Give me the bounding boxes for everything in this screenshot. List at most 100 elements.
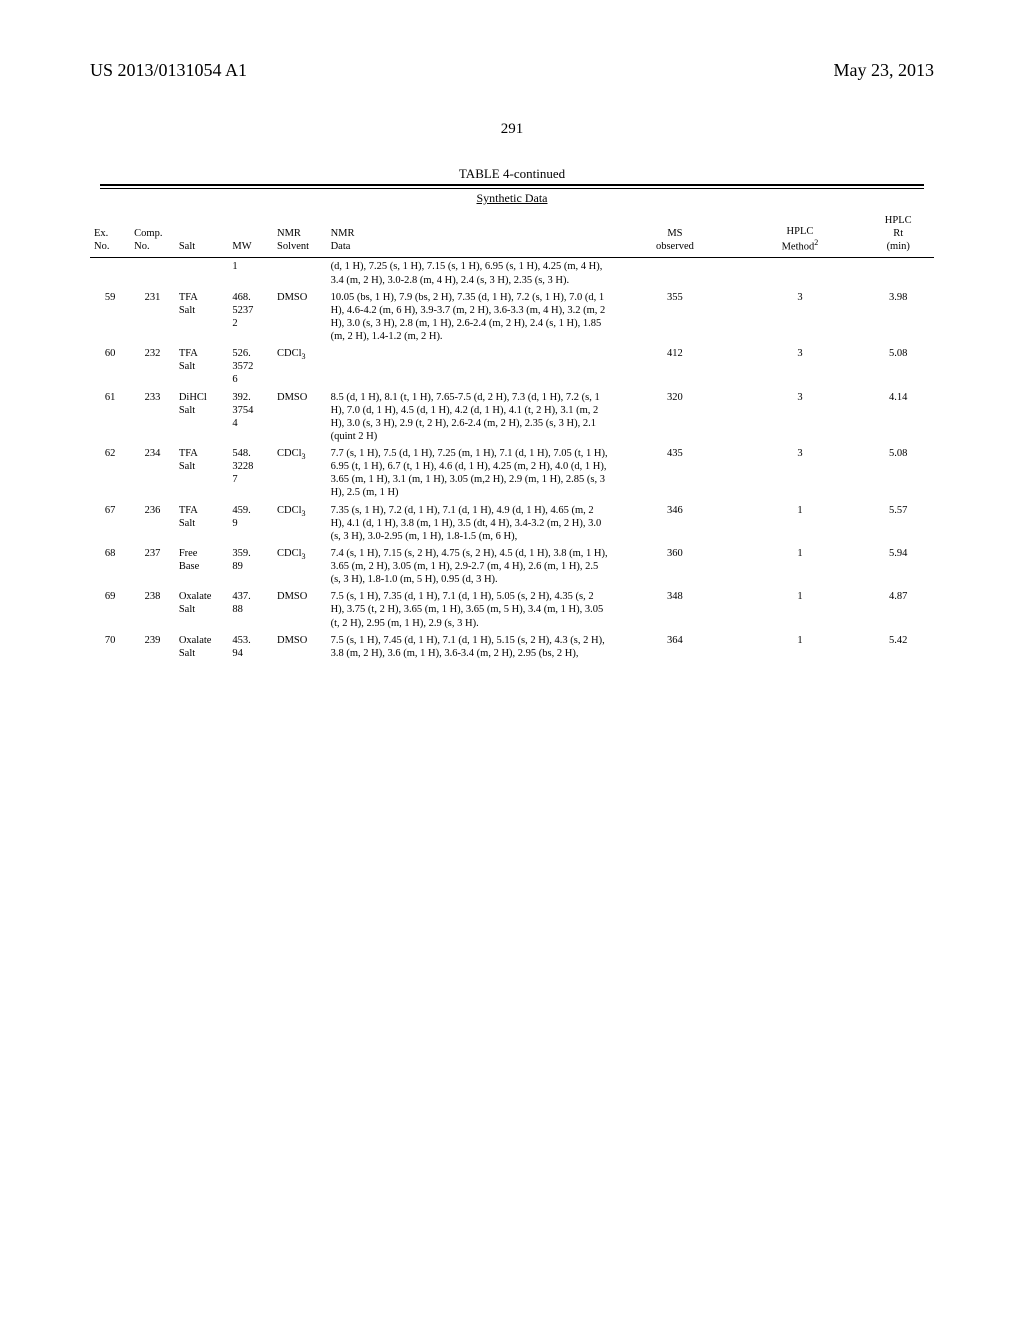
col-mw: MW [228,210,273,258]
table-cell: 3 [737,389,862,446]
table-cell: 348 [612,588,737,631]
page-number: 291 [90,121,934,138]
col-comp: Comp.No. [130,210,175,258]
table-cell: CDCl3 [273,445,327,502]
table-cell: 5.42 [862,632,934,662]
table-cell: 1 [737,632,862,662]
synthetic-data-table: Ex.No. Comp.No. Salt MW NMRSolvent NMRDa… [90,210,934,662]
table-cell: 459.9 [228,502,273,545]
table-cell: 1 [228,258,273,289]
table-cell: 68 [90,545,130,588]
page-header: US 2013/0131054 A1 May 23, 2013 [90,60,934,81]
table-cell [327,345,613,388]
table-cell: DiHClSalt [175,389,229,446]
table-cell: TFASalt [175,345,229,388]
table-cell: 69 [90,588,130,631]
table-cell: 3 [737,445,862,502]
table-cell: 1 [737,545,862,588]
table-cell: 7.5 (s, 1 H), 7.45 (d, 1 H), 7.1 (d, 1 H… [327,632,613,662]
table-cell: 5.08 [862,445,934,502]
table-title: TABLE 4-continued [90,166,934,182]
table-cell: 237 [130,545,175,588]
table-cell: 62 [90,445,130,502]
table-cell: DMSO [273,588,327,631]
table-row: 61233DiHClSalt392.37544DMSO8.5 (d, 1 H),… [90,389,934,446]
table-cell: 1 [737,502,862,545]
table-cell [737,258,862,289]
table-cell: TFASalt [175,445,229,502]
table-cell: 1 [737,588,862,631]
table-cell: 238 [130,588,175,631]
table-cell: DMSO [273,389,327,446]
table-cell: 234 [130,445,175,502]
table-cell: TFASalt [175,502,229,545]
table-cell [862,258,934,289]
table-cell: 236 [130,502,175,545]
table-cell: 468.52372 [228,289,273,346]
col-nmr: NMRData [327,210,613,258]
table-cell: CDCl3 [273,502,327,545]
table-cell: 7.7 (s, 1 H), 7.5 (d, 1 H), 7.25 (m, 1 H… [327,445,613,502]
rule-thick [100,184,924,186]
table-row: 69238OxalateSalt437.88DMSO7.5 (s, 1 H), … [90,588,934,631]
table-cell: CDCl3 [273,545,327,588]
table-cell: 359.89 [228,545,273,588]
table-row: 68237FreeBase359.89CDCl37.4 (s, 1 H), 7.… [90,545,934,588]
table-cell: 59 [90,289,130,346]
col-ex: Ex.No. [90,210,130,258]
table-cell: (d, 1 H), 7.25 (s, 1 H), 7.15 (s, 1 H), … [327,258,613,289]
table-row: 70239OxalateSalt453.94DMSO7.5 (s, 1 H), … [90,632,934,662]
col-meth: HPLCMethod2 [737,210,862,258]
col-salt: Salt [175,210,229,258]
table-header-row: Ex.No. Comp.No. Salt MW NMRSolvent NMRDa… [90,210,934,258]
table-cell: 233 [130,389,175,446]
table-cell [130,258,175,289]
table-cell: 70 [90,632,130,662]
table-cell [273,258,327,289]
table-cell: DMSO [273,632,327,662]
table-cell: 4.87 [862,588,934,631]
table-cell: 412 [612,345,737,388]
table-cell: 3 [737,289,862,346]
table-cell: 392.37544 [228,389,273,446]
table-cell: 239 [130,632,175,662]
table-cell: 435 [612,445,737,502]
table-cell: 453.94 [228,632,273,662]
table-cell: 8.5 (d, 1 H), 8.1 (t, 1 H), 7.65-7.5 (d,… [327,389,613,446]
table-cell: FreeBase [175,545,229,588]
table-row: 67236TFASalt459.9CDCl37.35 (s, 1 H), 7.2… [90,502,934,545]
table-cell: 5.94 [862,545,934,588]
table-cell: OxalateSalt [175,588,229,631]
table-cell: 360 [612,545,737,588]
table-cell: 5.08 [862,345,934,388]
table-cell: 3 [737,345,862,388]
table-cell: 7.35 (s, 1 H), 7.2 (d, 1 H), 7.1 (d, 1 H… [327,502,613,545]
table-cell: 364 [612,632,737,662]
col-ms: MSobserved [612,210,737,258]
table-cell: 526.35726 [228,345,273,388]
table-body: 1 (d, 1 H), 7.25 (s, 1 H), 7.15 (s, 1 H),… [90,258,934,662]
publication-date: May 23, 2013 [834,60,935,81]
table-cell: CDCl3 [273,345,327,388]
table-row: 62234TFASalt548.32287CDCl37.7 (s, 1 H), … [90,445,934,502]
table-cell: 7.4 (s, 1 H), 7.15 (s, 2 H), 4.75 (s, 2 … [327,545,613,588]
table-cell: 231 [130,289,175,346]
table-row: 1 (d, 1 H), 7.25 (s, 1 H), 7.15 (s, 1 H),… [90,258,934,289]
table-cell [175,258,229,289]
table-cell: TFASalt [175,289,229,346]
col-solv: NMRSolvent [273,210,327,258]
table-row: 59231TFASalt468.52372DMSO10.05 (bs, 1 H)… [90,289,934,346]
table-cell: 437.88 [228,588,273,631]
table-cell: 67 [90,502,130,545]
publication-number: US 2013/0131054 A1 [90,60,247,81]
table-subcaption: Synthetic Data [90,191,934,206]
table-cell: 4.14 [862,389,934,446]
table-cell: 60 [90,345,130,388]
table-cell: 10.05 (bs, 1 H), 7.9 (bs, 2 H), 7.35 (d,… [327,289,613,346]
table-cell: 320 [612,389,737,446]
col-rt: HPLCRt(min) [862,210,934,258]
table-cell: 346 [612,502,737,545]
table-cell: 232 [130,345,175,388]
table-cell: 61 [90,389,130,446]
table-cell: 3.98 [862,289,934,346]
